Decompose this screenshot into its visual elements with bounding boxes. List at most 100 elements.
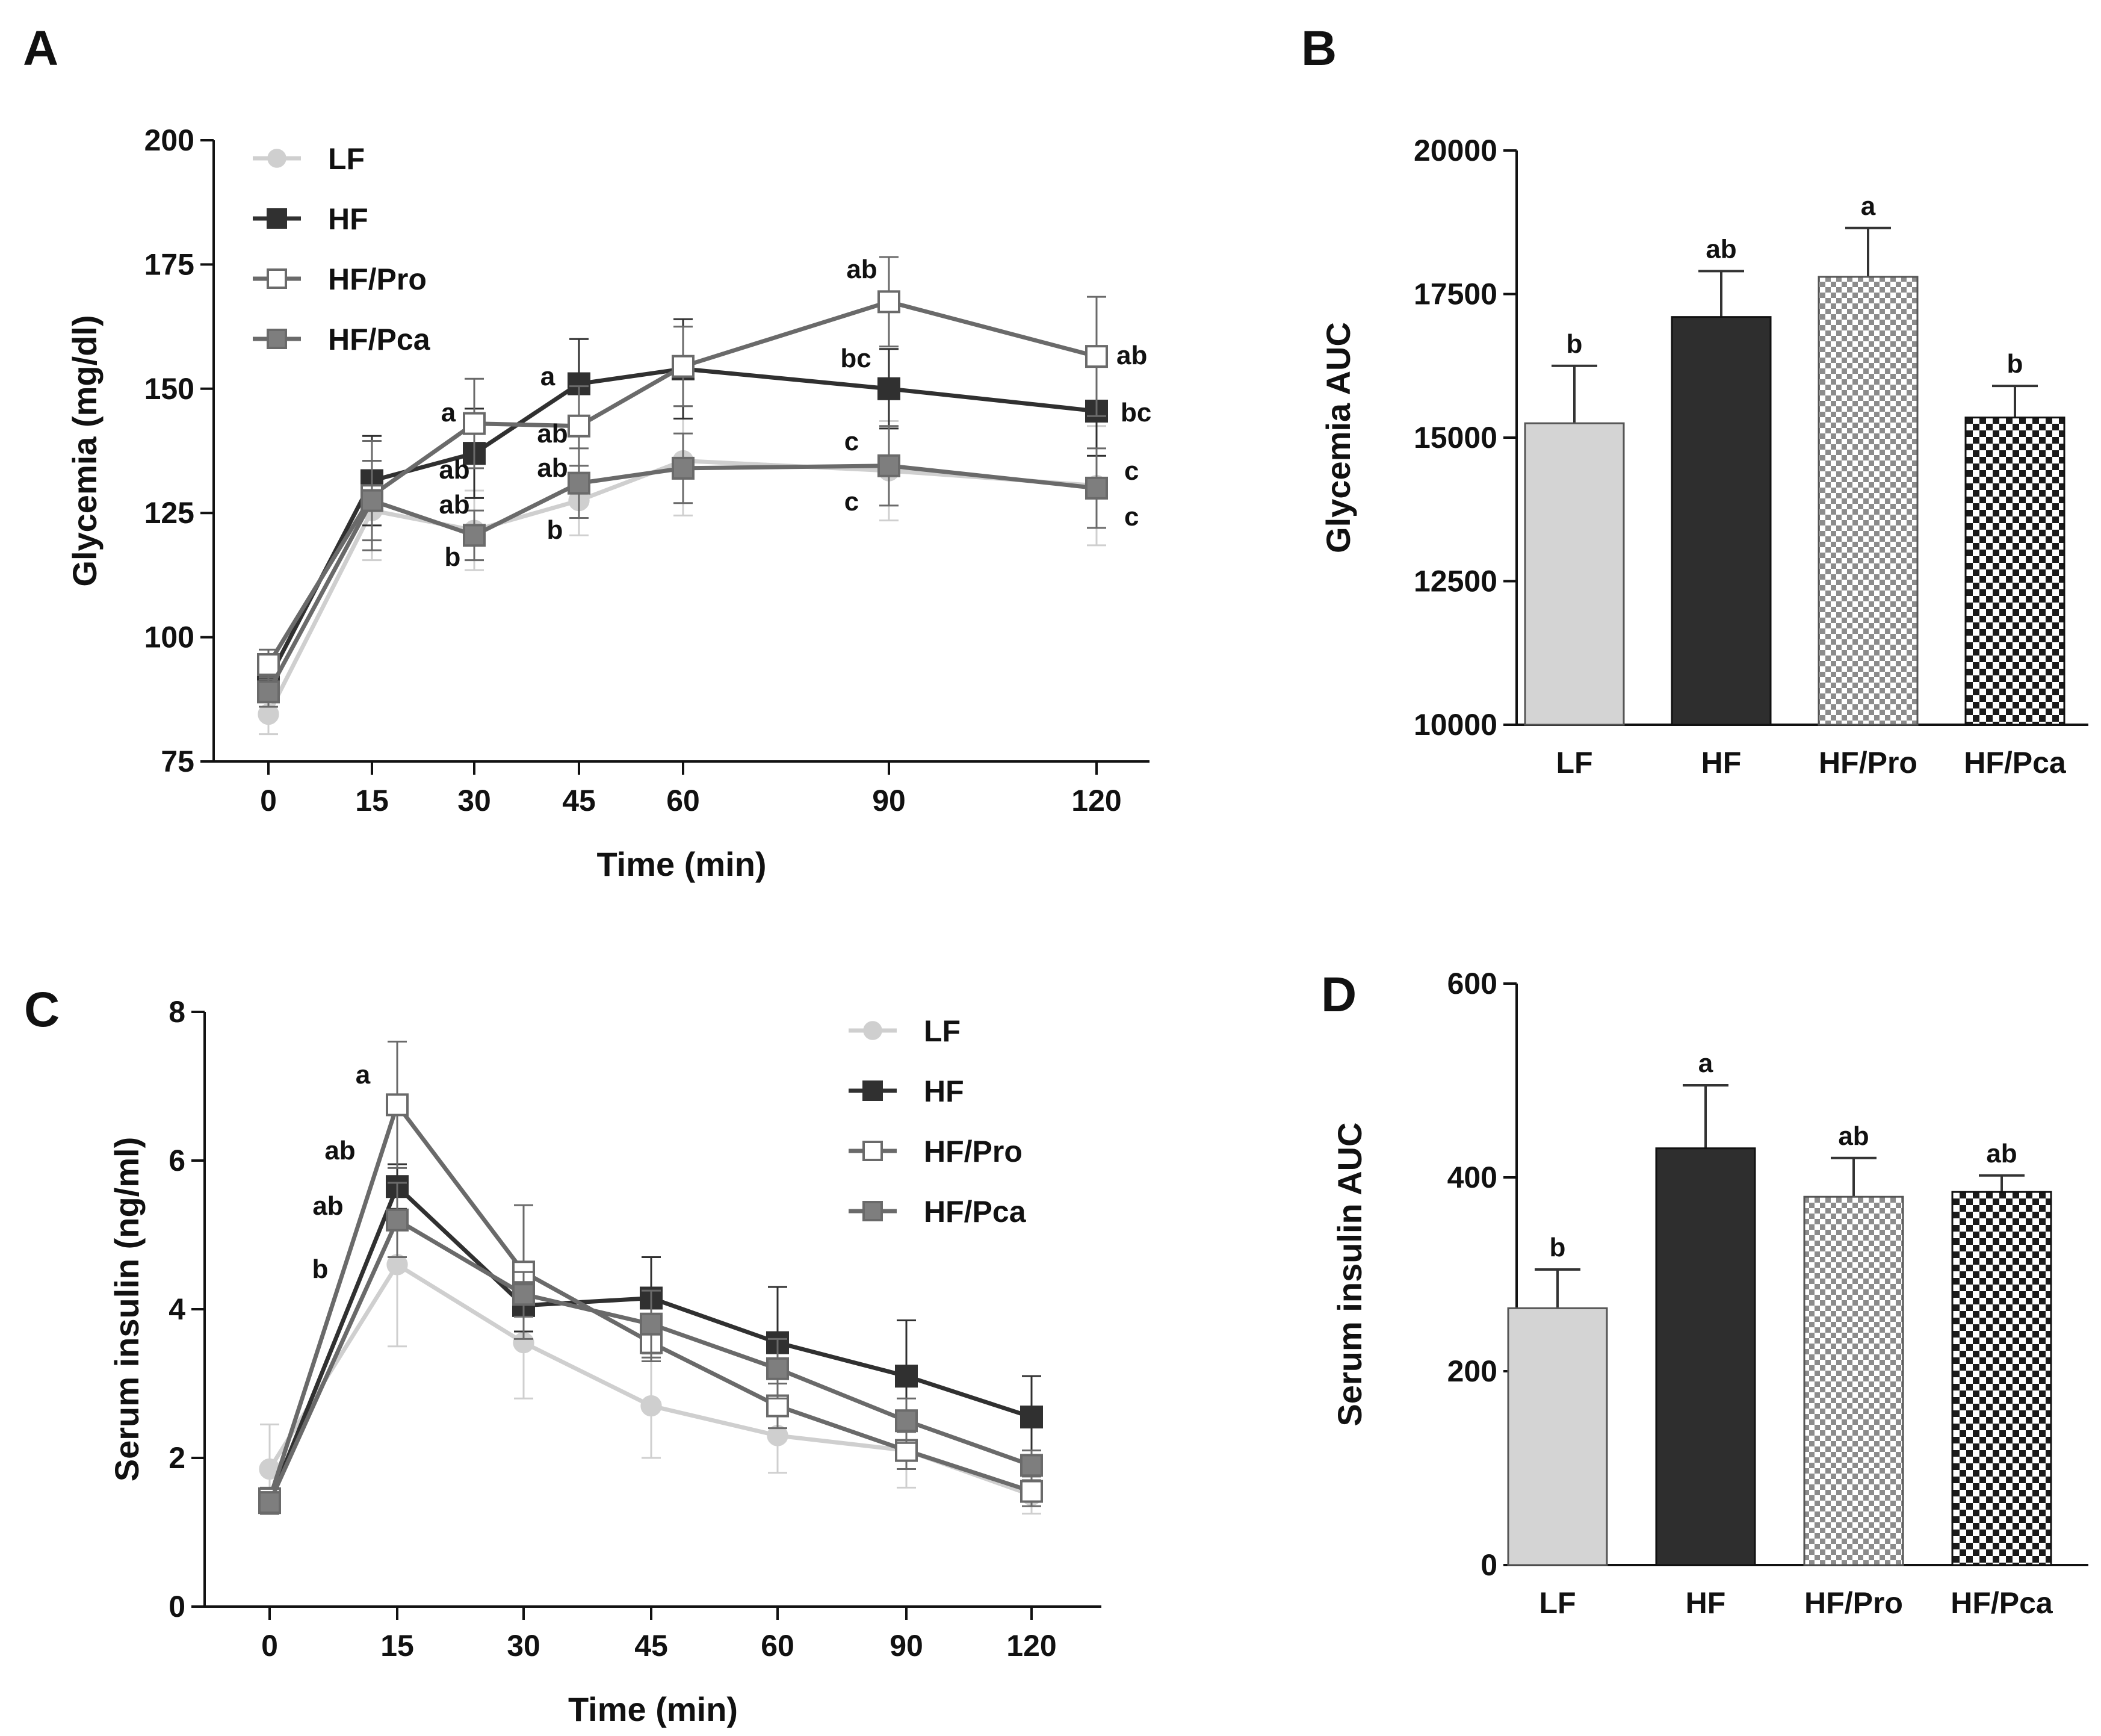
y-tick-label: 8 bbox=[169, 995, 185, 1029]
significance-label: ab bbox=[312, 1191, 343, 1221]
legend-label-lf: LF bbox=[328, 142, 365, 176]
bar-hf bbox=[1671, 316, 1772, 726]
x-tick-label: HF/Pro bbox=[1819, 746, 1917, 780]
y-tick-label: 20000 bbox=[1414, 134, 1497, 167]
significance-label: b bbox=[547, 515, 563, 545]
bar-group-lf: LF b bbox=[1507, 1233, 1608, 1620]
data-point-hf-pca bbox=[766, 1357, 789, 1380]
data-point-hf-pca bbox=[895, 1409, 918, 1433]
significance-label: b bbox=[445, 542, 461, 572]
x-tick-label: 60 bbox=[761, 1629, 794, 1663]
y-tick-label: 0 bbox=[169, 1590, 185, 1623]
significance-label: c bbox=[1124, 456, 1139, 486]
data-point-hf bbox=[877, 377, 900, 400]
data-point-hf-pro bbox=[463, 412, 486, 435]
significance-label: ab bbox=[439, 455, 469, 485]
significance-label: ab bbox=[537, 419, 568, 448]
bar-group-hf-pca: HF/Pca b bbox=[1964, 349, 2067, 780]
y-tick-label: 10000 bbox=[1414, 708, 1497, 742]
significance-label: ab bbox=[1116, 341, 1147, 370]
data-point-hf-pro bbox=[1020, 1480, 1043, 1503]
legend-marker-hf-pro bbox=[267, 268, 287, 289]
x-tick-label: 0 bbox=[260, 784, 277, 817]
y-axis-title: Glycemia AUC bbox=[1319, 322, 1357, 553]
data-point-hf-pca bbox=[1020, 1454, 1043, 1477]
significance-label: a bbox=[1861, 191, 1876, 221]
y-tick-label: 75 bbox=[161, 745, 194, 778]
panel-c-insulin-time-course: 0 2 4 6 8 0 15 30 45 60 90 120 Time (min) Serum insul… bbox=[24, 982, 1101, 1728]
significance-label: c bbox=[1124, 502, 1139, 532]
series-hf-pca bbox=[258, 1182, 1043, 1514]
significance-label: a bbox=[441, 398, 456, 427]
panel-a-glycemia-time-course: 75 100 125 150 175 200 0 15 30 45 60 90 120 Time (min… bbox=[23, 21, 1151, 883]
bar-hf-pro bbox=[1803, 1195, 1904, 1566]
data-point-hf-pca bbox=[257, 680, 280, 704]
x-tick-label: 30 bbox=[457, 784, 491, 817]
bar-lf bbox=[1507, 1307, 1608, 1566]
y-tick-label: 15000 bbox=[1414, 421, 1497, 454]
bar-lf bbox=[1524, 422, 1625, 726]
bar-group-hf-pca: HF/Pca ab bbox=[1951, 1139, 2053, 1620]
x-tick-label: 30 bbox=[507, 1629, 540, 1663]
bar-group-hf: HF a bbox=[1655, 1049, 1756, 1620]
significance-label: ab bbox=[1986, 1139, 2017, 1168]
x-tick-label: LF bbox=[1556, 746, 1592, 780]
legend-label-hf: HF bbox=[924, 1074, 964, 1108]
data-point-hf-pca bbox=[386, 1208, 409, 1232]
significance-label: ab bbox=[439, 490, 469, 519]
data-point-hf-pca bbox=[672, 456, 695, 480]
significance-label: bc bbox=[1121, 398, 1151, 427]
x-tick-label: HF bbox=[1686, 1586, 1726, 1620]
x-tick-label: 90 bbox=[890, 1629, 923, 1663]
significance-label: ab bbox=[1838, 1121, 1869, 1151]
data-point-hf-pca bbox=[512, 1283, 535, 1306]
x-axis-title: Time (min) bbox=[568, 1690, 738, 1728]
y-tick-label: 12500 bbox=[1414, 565, 1497, 598]
significance-label: b bbox=[2007, 349, 2023, 379]
significance-label: ab bbox=[1706, 234, 1736, 264]
y-tick-label: 175 bbox=[144, 247, 194, 281]
legend-marker-hf-pca bbox=[267, 329, 287, 349]
legend-marker-lf bbox=[267, 149, 286, 168]
significance-label: b bbox=[1567, 329, 1583, 359]
panel-letter: C bbox=[24, 982, 60, 1037]
legend-marker-hf bbox=[862, 1080, 883, 1101]
x-tick-label: HF/Pro bbox=[1804, 1586, 1903, 1620]
significance-label: a bbox=[1698, 1049, 1713, 1078]
y-tick-label: 2 bbox=[169, 1441, 185, 1475]
bar-group-hf: HF ab bbox=[1671, 234, 1772, 780]
x-tick-label: 45 bbox=[562, 784, 596, 817]
panel-letter: A bbox=[23, 21, 58, 76]
bar-hf-pca bbox=[1951, 1191, 2052, 1566]
data-point-hf-pca bbox=[360, 489, 383, 512]
y-axis-title: Serum insulin (ng/ml) bbox=[108, 1137, 146, 1481]
panel-b-glycemia-auc: 10000 12500 15000 17500 20000 Glycemia AUC LF b… bbox=[1301, 21, 2088, 780]
x-tick-label: 15 bbox=[355, 784, 389, 817]
legend-label-hf-pro: HF/Pro bbox=[924, 1135, 1023, 1168]
x-tick-label: 60 bbox=[666, 784, 700, 817]
bar-hf-pca bbox=[1964, 417, 2065, 726]
data-point-hf bbox=[1020, 1406, 1043, 1429]
bar-group-lf: LF b bbox=[1524, 329, 1625, 780]
y-tick-label: 200 bbox=[144, 123, 194, 157]
data-point-hf-pro bbox=[1085, 345, 1108, 368]
data-point-lf bbox=[640, 1395, 662, 1417]
legend-label-lf: LF bbox=[924, 1014, 961, 1048]
y-tick-label: 200 bbox=[1447, 1354, 1497, 1388]
y-tick-label: 17500 bbox=[1414, 277, 1497, 311]
data-point-hf-pro bbox=[386, 1093, 409, 1117]
significance-label: ab bbox=[537, 453, 568, 483]
y-tick-label: 600 bbox=[1447, 967, 1497, 1000]
y-tick-label: 400 bbox=[1447, 1161, 1497, 1194]
legend-marker-lf bbox=[863, 1021, 882, 1040]
y-tick-label: 6 bbox=[169, 1144, 185, 1177]
bar-hf bbox=[1655, 1147, 1756, 1566]
bar-hf-pro bbox=[1818, 276, 1919, 726]
significance-label: ab bbox=[846, 255, 877, 284]
data-point-hf bbox=[895, 1365, 918, 1388]
panel-letter: B bbox=[1301, 21, 1337, 76]
y-axis-title: Glycemia (mg/dl) bbox=[66, 315, 104, 586]
x-axis-title: Time (min) bbox=[596, 845, 766, 883]
x-tick-label: 120 bbox=[1006, 1629, 1056, 1663]
